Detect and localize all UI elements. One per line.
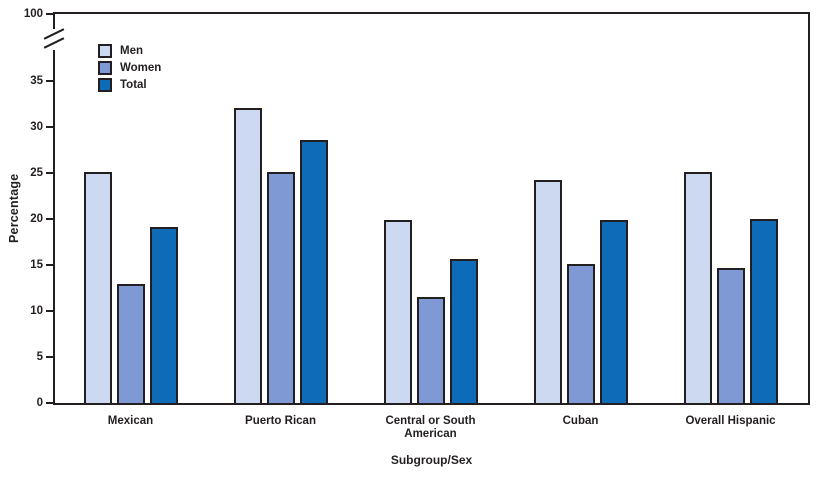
y-tick-label-5: 5 [36, 351, 43, 363]
y-tick-10 [46, 310, 54, 312]
category-label-overall-hispanic: Overall Hispanic [685, 415, 776, 427]
bar-men-puerto-rican [234, 108, 262, 403]
bar-women-cuban [567, 264, 595, 403]
legend-item-men: Men [98, 44, 161, 58]
y-tick-15 [46, 264, 54, 266]
y-tick-100 [46, 13, 54, 15]
y-tick-label-25: 25 [30, 167, 43, 179]
y-tick-label-15: 15 [30, 259, 43, 271]
y-tick-30 [46, 126, 54, 128]
bar-women-central-or-south-american [417, 297, 445, 403]
bar-total-cuban [600, 220, 628, 403]
y-axis-title: Percentage [7, 173, 21, 244]
bar-total-mexican [150, 227, 178, 403]
legend-swatch-total-icon [98, 78, 112, 92]
y-tick-label-35: 35 [30, 75, 43, 87]
category-label-puerto-rican: Puerto Rican [245, 415, 316, 427]
legend: Men Women Total [98, 44, 161, 92]
y-tick-20 [46, 218, 54, 220]
bar-total-central-or-south-american [450, 259, 478, 403]
bar-men-cuban [534, 180, 562, 403]
legend-item-total: Total [98, 78, 161, 92]
y-axis-break-icon [42, 28, 68, 50]
category-label-mexican: Mexican [107, 415, 154, 427]
category-label-cuban: Cuban [562, 415, 599, 427]
legend-label-women: Women [120, 62, 162, 74]
legend-label-men: Men [120, 45, 143, 57]
y-tick-25 [46, 172, 54, 174]
bar-women-overall-hispanic [717, 268, 745, 403]
legend-swatch-men-icon [98, 44, 112, 58]
category-label-central-or-south-american: Central or South American [385, 415, 476, 440]
y-tick-35 [46, 80, 54, 82]
plot-area: 100 Men Women Total 0 5 10 15 20 25 30 35 Mexican P… [24, 8, 810, 440]
bar-men-overall-hispanic [684, 172, 712, 403]
y-tick-0 [46, 402, 54, 404]
legend-item-women: Women [98, 61, 161, 75]
bar-women-puerto-rican [267, 172, 295, 403]
legend-swatch-women-icon [98, 61, 112, 75]
break-slash-icon [43, 37, 65, 49]
y-tick-label-100: 100 [23, 8, 43, 20]
bar-women-mexican [117, 284, 145, 403]
y-tick-5 [46, 356, 54, 358]
bar-total-overall-hispanic [750, 219, 778, 403]
y-tick-label-30: 30 [30, 121, 43, 133]
bar-total-puerto-rican [300, 140, 328, 403]
y-tick-label-10: 10 [30, 305, 43, 317]
bar-men-central-or-south-american [384, 220, 412, 403]
x-axis-title: Subgroup/Sex [390, 453, 473, 467]
y-tick-label-0: 0 [36, 397, 43, 409]
bar-men-mexican [84, 172, 112, 403]
legend-label-total: Total [120, 79, 147, 91]
y-tick-label-20: 20 [30, 213, 43, 225]
